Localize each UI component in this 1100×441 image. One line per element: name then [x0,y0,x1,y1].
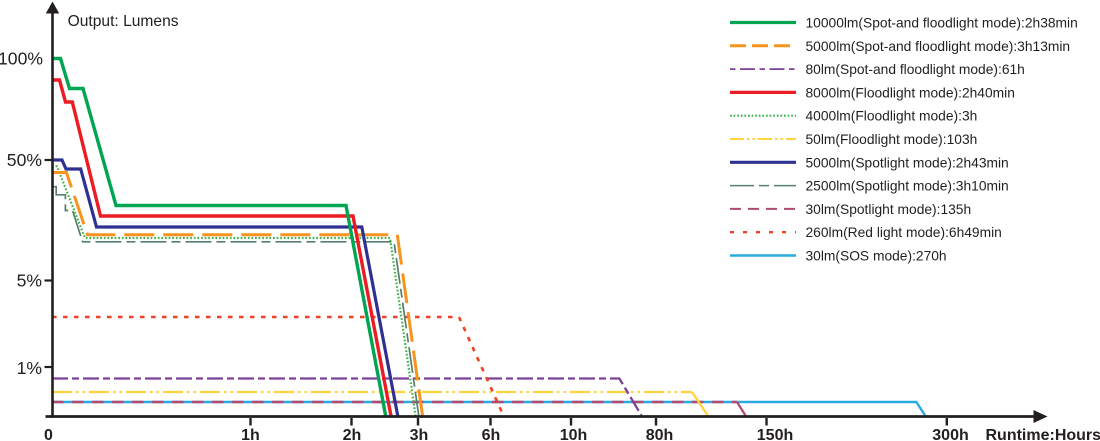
svg-text:30lm(Spotlight mode):135h: 30lm(Spotlight mode):135h [806,202,972,217]
svg-text:150h: 150h [757,427,793,441]
svg-text:100%: 100% [0,49,43,69]
svg-text:8000lm(Floodlight mode):2h40mi: 8000lm(Floodlight mode):2h40min [806,85,1015,100]
svg-text:80lm(Spot-and floodlight mode): 80lm(Spot-and floodlight mode):61h [806,62,1025,77]
svg-text:2500lm(Spotlight mode):3h10min: 2500lm(Spotlight mode):3h10min [806,179,1009,194]
svg-text:Output: Lumens: Output: Lumens [68,13,179,30]
svg-text:5000lm(Spotlight mode):2h43min: 5000lm(Spotlight mode):2h43min [806,155,1009,170]
svg-text:30lm(SOS mode):270h: 30lm(SOS mode):270h [806,249,947,264]
svg-text:1%: 1% [17,358,43,378]
svg-text:6h: 6h [482,427,501,441]
svg-text:300h: 300h [932,427,968,441]
svg-text:1h: 1h [241,427,260,441]
svg-text:4000lm(Floodlight mode):3h: 4000lm(Floodlight mode):3h [806,109,978,124]
svg-text:2h: 2h [343,427,362,441]
svg-text:3h: 3h [410,427,429,441]
svg-text:10000lm(Spot-and floodlight mo: 10000lm(Spot-and floodlight mode):2h38mi… [806,16,1078,31]
svg-text:10h: 10h [560,427,588,441]
svg-text:0: 0 [44,427,53,441]
svg-text:80h: 80h [646,427,674,441]
svg-text:5%: 5% [17,271,43,291]
svg-text:260lm(Red light mode):6h49min: 260lm(Red light mode):6h49min [806,225,1002,240]
svg-text:50%: 50% [7,150,43,170]
svg-text:50lm(Floodlight mode):103h: 50lm(Floodlight mode):103h [806,132,978,147]
svg-text:Runtime:Hours: Runtime:Hours [986,427,1100,441]
svg-text:5000lm(Spot-and floodlight mod: 5000lm(Spot-and floodlight mode):3h13min [806,39,1071,54]
